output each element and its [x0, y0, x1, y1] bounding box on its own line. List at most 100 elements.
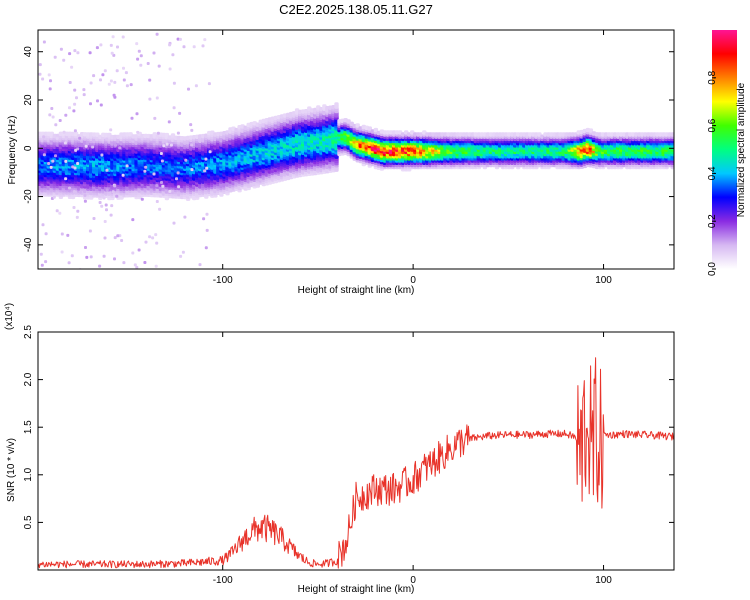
heatmap-speckle	[44, 260, 48, 264]
heatmap-speckle	[38, 63, 42, 67]
heatmap-speckle	[49, 165, 53, 169]
heatmap-speckle	[75, 215, 79, 219]
heatmap-speckle	[75, 96, 78, 100]
heatmap-speckle	[76, 51, 80, 55]
heatmap-speckle	[202, 217, 206, 221]
heatmap-speckle	[68, 52, 72, 56]
heatmap-speckle	[54, 123, 58, 127]
heatmap-speckle	[121, 35, 125, 39]
heatmap-speckle	[175, 177, 178, 181]
heatmap-speckle	[155, 241, 159, 245]
heatmap-cell	[588, 128, 594, 133]
heatmap-speckle	[148, 78, 152, 82]
heatmap-speckle	[121, 173, 125, 177]
heatmap-speckle	[78, 136, 82, 140]
heatmap-speckle	[204, 246, 208, 250]
heatmap-speckle	[172, 221, 176, 225]
heatmap-speckle	[131, 218, 135, 222]
heatmap-speckle	[148, 235, 152, 239]
heatmap-speckle	[42, 153, 46, 157]
heatmap-speckle	[116, 234, 120, 238]
heatmap-speckle	[114, 143, 117, 147]
heatmap-speckle	[184, 158, 188, 162]
heatmap-speckle	[62, 58, 66, 62]
heatmap-speckle	[73, 102, 77, 106]
heatmap-speckle	[105, 188, 109, 192]
heatmap-speckle	[159, 152, 163, 155]
colorbar-gradient	[712, 30, 737, 269]
heatmap-speckle	[73, 129, 77, 133]
heatmap-speckle	[47, 162, 51, 165]
heatmap-speckle	[74, 148, 78, 152]
heatmap-speckle	[144, 240, 148, 244]
heatmap-speckle	[160, 181, 163, 184]
heatmap-speckle	[88, 229, 92, 233]
heatmap-speckle	[100, 153, 104, 157]
heatmap-speckle	[70, 65, 74, 69]
heatmap-speckle	[171, 53, 175, 57]
heatmap-speckle	[84, 144, 88, 148]
heatmap-speckle	[52, 195, 56, 199]
snr-y-tick-label: 1.0	[23, 467, 34, 481]
heatmap-speckle	[172, 81, 176, 85]
heatmap-speckle	[125, 164, 129, 168]
heatmap-speckle	[187, 87, 190, 91]
heatmap-speckle	[63, 141, 67, 145]
heatmap-speckle	[85, 255, 89, 259]
heatmap-frame	[37, 29, 675, 270]
heatmap-speckle	[66, 233, 70, 237]
heatmap-speckle	[194, 84, 198, 88]
heatmap-speckle	[113, 184, 117, 188]
heatmap-speckle	[177, 192, 181, 196]
heatmap-speckle	[82, 88, 86, 92]
heatmap-speckle	[111, 35, 115, 39]
heatmap-speckle	[177, 185, 181, 189]
heatmap-speckle	[140, 197, 144, 201]
heatmap-speckle	[130, 116, 134, 120]
heatmap-speckle	[48, 113, 52, 117]
heatmap-speckle	[76, 162, 80, 165]
heatmap-speckle	[102, 196, 106, 200]
heatmap-speckle	[135, 265, 139, 269]
heatmap-speckle	[51, 159, 55, 163]
snr-x-tick-label: 0	[410, 575, 416, 586]
heatmap-speckle	[42, 40, 46, 44]
heatmap-speckle	[137, 248, 141, 252]
heatmap-speckle	[208, 150, 212, 154]
heatmap-speckle	[207, 82, 211, 86]
heatmap-speckle	[125, 84, 129, 88]
heatmap-speckle	[42, 135, 46, 139]
heatmap-speckle	[89, 255, 93, 259]
heatmap-speckle	[55, 191, 59, 195]
heatmap-speckle	[155, 200, 159, 203]
heatmap-speckle	[116, 45, 119, 49]
heatmap-speckle	[135, 112, 139, 116]
heatmap-speckle	[59, 47, 63, 51]
heatmap-speckle	[83, 199, 87, 203]
heatmap-speckle	[189, 123, 193, 127]
colorbar-tick-label: 0.6	[707, 118, 718, 132]
heatmap-speckle	[190, 168, 194, 172]
heatmap-speckle	[115, 69, 119, 73]
colorbar-tick-label: 0.8	[707, 70, 718, 84]
heatmap-speckle	[176, 37, 180, 41]
heatmap-speckle	[54, 154, 57, 158]
heatmap-speckle	[172, 106, 176, 110]
heatmap-speckle	[108, 191, 112, 195]
snr-y-tick-label: 0.5	[23, 515, 34, 529]
heatmap-speckle	[68, 186, 71, 190]
heatmap-speckle	[152, 172, 156, 176]
snr-y-tick-label: 2.0	[23, 372, 34, 386]
heatmap-speckle	[176, 171, 180, 175]
heatmap-x-tick-label: 100	[595, 275, 612, 286]
heatmap-speckle	[109, 128, 113, 132]
heatmap-speckle	[148, 97, 152, 101]
snr-y-tick-label: 1.5	[23, 420, 34, 434]
heatmap-speckle	[161, 184, 165, 188]
heatmap-x-tick-label: 0	[410, 275, 416, 286]
heatmap-speckle	[73, 49, 77, 53]
heatmap-cells	[38, 32, 674, 269]
heatmap-speckle	[103, 69, 107, 73]
snr-y-multiplier: (x10⁴)	[4, 303, 15, 330]
